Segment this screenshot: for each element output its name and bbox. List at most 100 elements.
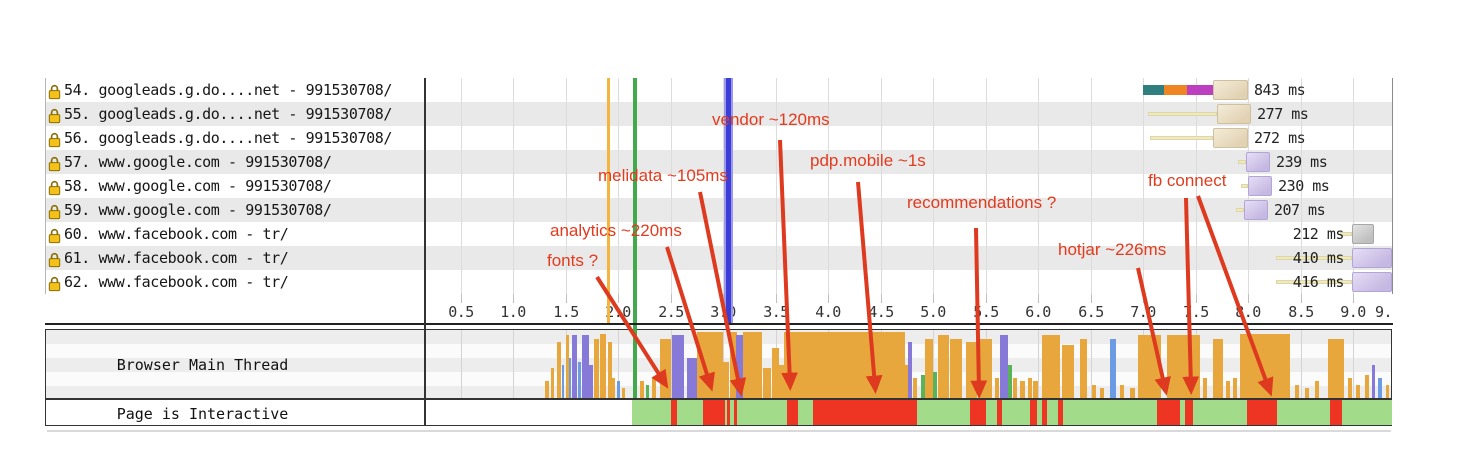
gridline — [1353, 78, 1354, 294]
axis-tick-label: 5.0 — [920, 303, 946, 321]
content-download-bar — [1213, 80, 1248, 100]
axis-tick-label: 7.0 — [1130, 303, 1156, 321]
cpu-spike-o — [557, 342, 562, 398]
cpu-spike-o — [1225, 381, 1231, 398]
cpu-spike-o — [1130, 388, 1135, 398]
interactive-red — [727, 400, 731, 425]
gridline-main-thread — [1301, 330, 1302, 398]
lock-icon — [48, 276, 61, 292]
request-row[interactable]: 61. www.facebook.com - tr/ — [48, 246, 422, 270]
cpu-spike-b — [568, 358, 571, 398]
request-label: 56. googleads.g.do....net - 991530708/ — [64, 129, 392, 147]
main-thread-label: Browser Main Thread — [45, 356, 360, 374]
request-phase-bar — [1236, 208, 1244, 212]
cpu-spike-o — [1062, 345, 1074, 398]
cpu-spike-o — [1233, 378, 1238, 398]
event-marker-orange — [607, 78, 610, 323]
axis-tick — [1196, 294, 1197, 303]
request-row[interactable]: 56. googleads.g.do....net - 991530708/ — [48, 126, 422, 150]
gridline — [723, 78, 724, 294]
axis-tick — [1091, 294, 1092, 303]
gridline — [881, 78, 882, 294]
cpu-spike-o — [1099, 388, 1105, 398]
axis-tick — [1301, 294, 1302, 303]
cpu-spike-o — [622, 388, 626, 398]
cpu-spike-o — [1020, 381, 1026, 398]
request-phase-bar — [1276, 280, 1352, 284]
request-time-label: 410 ms — [1292, 249, 1345, 267]
request-phase-bar — [1240, 184, 1248, 188]
cpu-spike-o — [924, 339, 933, 398]
content-download-bar — [1243, 200, 1268, 220]
cpu-spike-o — [1012, 378, 1017, 398]
annotation-label: fonts ? — [547, 251, 599, 270]
annotation-label: analytics ~220ms — [550, 221, 682, 240]
axis-tick — [671, 294, 672, 303]
interactive-red — [969, 400, 986, 425]
request-time-label: 207 ms — [1273, 201, 1326, 219]
request-label: 54. googleads.g.do....net - 991530708/ — [64, 81, 392, 99]
gridline-main-thread — [461, 330, 462, 398]
request-time-label: 212 ms — [1292, 225, 1345, 243]
cpu-spike-o — [696, 332, 723, 398]
cpu-spike-o — [1356, 385, 1361, 398]
content-download-bar — [1351, 224, 1374, 244]
axis-tick-label-clipped: 9. — [1375, 303, 1392, 321]
gridline-main-thread — [513, 330, 514, 398]
cpu-spike-o — [1304, 388, 1309, 398]
gridline — [1091, 78, 1092, 294]
gridline — [618, 78, 619, 294]
request-time-label: 239 ms — [1276, 153, 1328, 171]
axis-tick — [513, 294, 514, 303]
interactive-red — [670, 400, 677, 425]
interactive-label: Page is Interactive — [45, 405, 360, 423]
request-row[interactable]: 62. www.facebook.com - tr/ — [48, 270, 422, 294]
interactive-label-text: Page is Interactive — [116, 405, 289, 423]
interactive-red — [1057, 400, 1064, 425]
request-label: 55. googleads.g.do....net - 991530708/ — [64, 105, 392, 123]
annotation-label: melidata ~105ms — [598, 166, 728, 185]
cpu-spike-o — [723, 362, 730, 398]
cpu-spike-o — [660, 339, 671, 398]
gridline-main-thread — [1091, 330, 1092, 398]
cpu-spike-o — [651, 378, 656, 398]
axis-tick — [461, 294, 462, 303]
cpu-spike-o — [600, 334, 607, 398]
cpu-spike-p — [588, 365, 593, 398]
axis-tick — [1248, 294, 1249, 303]
axis-tick — [986, 294, 987, 303]
gridline-main-thread — [933, 330, 934, 398]
cpu-spike-o — [1027, 378, 1032, 398]
cpu-spike-o — [611, 378, 615, 398]
gridline — [1196, 78, 1197, 294]
request-row[interactable]: 60. www.facebook.com - tr/ — [48, 222, 422, 246]
axis-tick-label: 5.5 — [973, 303, 999, 321]
request-row[interactable]: 58. www.google.com - 991530708/ — [48, 174, 422, 198]
gridline — [1301, 78, 1302, 294]
label-chart-separator — [424, 78, 426, 426]
cpu-spike-o — [1239, 334, 1290, 398]
interactive-red — [733, 400, 737, 425]
cpu-spike-o — [742, 332, 762, 398]
request-row[interactable]: 54. googleads.g.do....net - 991530708/ — [48, 78, 422, 102]
interactive-red — [1329, 400, 1343, 425]
axis-tick — [776, 294, 777, 303]
axis-tick — [1353, 294, 1354, 303]
lock-icon — [48, 156, 61, 172]
cpu-spike-o — [544, 381, 549, 398]
request-time-label: 230 ms — [1278, 177, 1330, 195]
axis-tick-label: 1.0 — [500, 303, 526, 321]
interactive-band — [45, 399, 1392, 426]
content-download-bar — [1245, 152, 1271, 172]
axis-tick — [566, 294, 567, 303]
gridline — [1038, 78, 1039, 294]
request-row[interactable]: 59. www.google.com - 991530708/ — [48, 198, 422, 222]
cpu-spike-b — [578, 362, 582, 398]
axis-baseline — [45, 323, 1393, 325]
request-row[interactable]: 57. www.google.com - 991530708/ — [48, 150, 422, 174]
lock-icon — [48, 252, 61, 268]
request-row[interactable]: 55. googleads.g.do....net - 991530708/ — [48, 102, 422, 126]
gridline — [986, 78, 987, 294]
annotation-label: fb connect — [1148, 171, 1227, 190]
axis-tick-label: 2.5 — [658, 303, 684, 321]
